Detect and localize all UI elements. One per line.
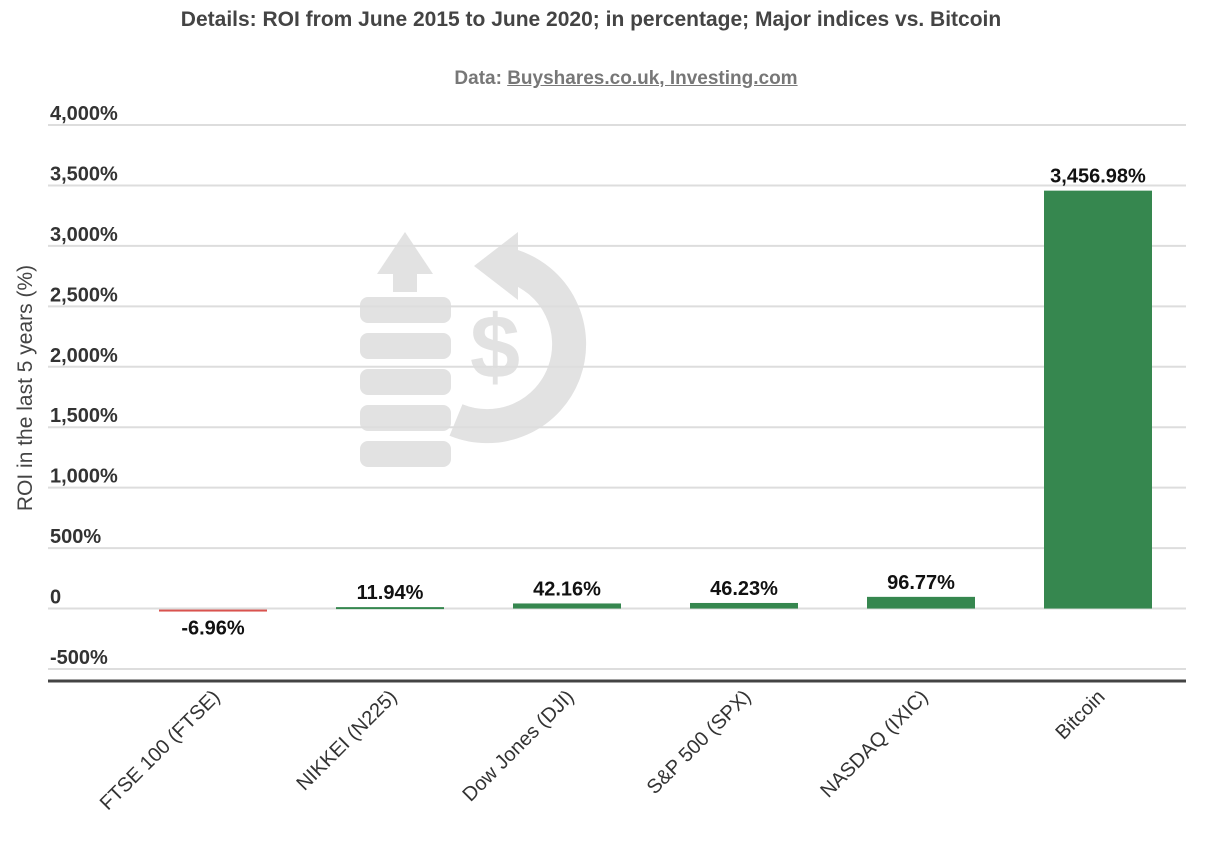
subtitle-prefix: Data: [454,68,508,89]
grid-lines [48,124,1186,683]
roi-watermark-icon: $ [360,232,587,467]
y-tick-label: 2,500% [50,284,118,306]
y-tick-label: 2,000% [50,345,118,367]
data-label: 3,456.98% [1050,166,1146,188]
svg-text:$: $ [470,298,520,398]
y-tick-label: 1,000% [50,466,118,488]
y-tick-label: 3,500% [50,163,118,185]
y-axis-ticks: 4,000% 3,500% 3,000% 2,500% 2,000% 1,500% 1,00… [50,103,118,669]
data-label: 46.23% [710,578,778,600]
bar[interactable] [336,607,444,610]
x-tick-label: Bitcoin [1052,686,1110,744]
bar[interactable] [513,603,621,609]
y-tick-label: 500% [50,526,101,548]
y-tick-label: 0 [50,587,61,609]
x-tick-label: FTSE 100 (FTSE) [96,686,225,815]
bar[interactable] [690,602,798,609]
data-label: 96.77% [887,572,955,594]
source-link[interactable]: Buyshares.co.uk, Investing.com [507,68,798,89]
data-label: -6.96% [181,618,245,640]
data-labels: -6.96% 11.94% 42.16% 46.23% 96.77% 3,456.98% [181,166,1146,640]
data-label: 11.94% [357,582,424,604]
x-tick-label: NIKKEI (N225) [292,686,401,795]
x-tick-label: S&P 500 (SPX) [643,686,756,799]
bar[interactable] [159,609,267,612]
bar[interactable] [1044,190,1152,609]
bars [159,190,1152,612]
y-tick-label: -500% [50,647,108,669]
x-axis-ticks: FTSE 100 (FTSE) NIKKEI (N225) Dow Jones (D… [96,686,1110,815]
y-tick-label: 1,500% [50,405,118,427]
x-tick-label: Dow Jones (DJI) [458,686,578,806]
x-tick-label: NASDAQ (IXIC) [816,686,932,802]
y-axis-label: ROI in the last 5 years (%) [14,265,37,511]
chart-title: Details: ROI from June 2015 to June 2020… [180,8,1002,31]
bar[interactable] [867,596,975,609]
y-tick-label: 4,000% [50,103,118,125]
chart-subtitle: Data: Buyshares.co.uk, Investing.com [0,68,1220,90]
y-tick-label: 3,000% [50,224,118,246]
data-label: 42.16% [533,578,601,600]
